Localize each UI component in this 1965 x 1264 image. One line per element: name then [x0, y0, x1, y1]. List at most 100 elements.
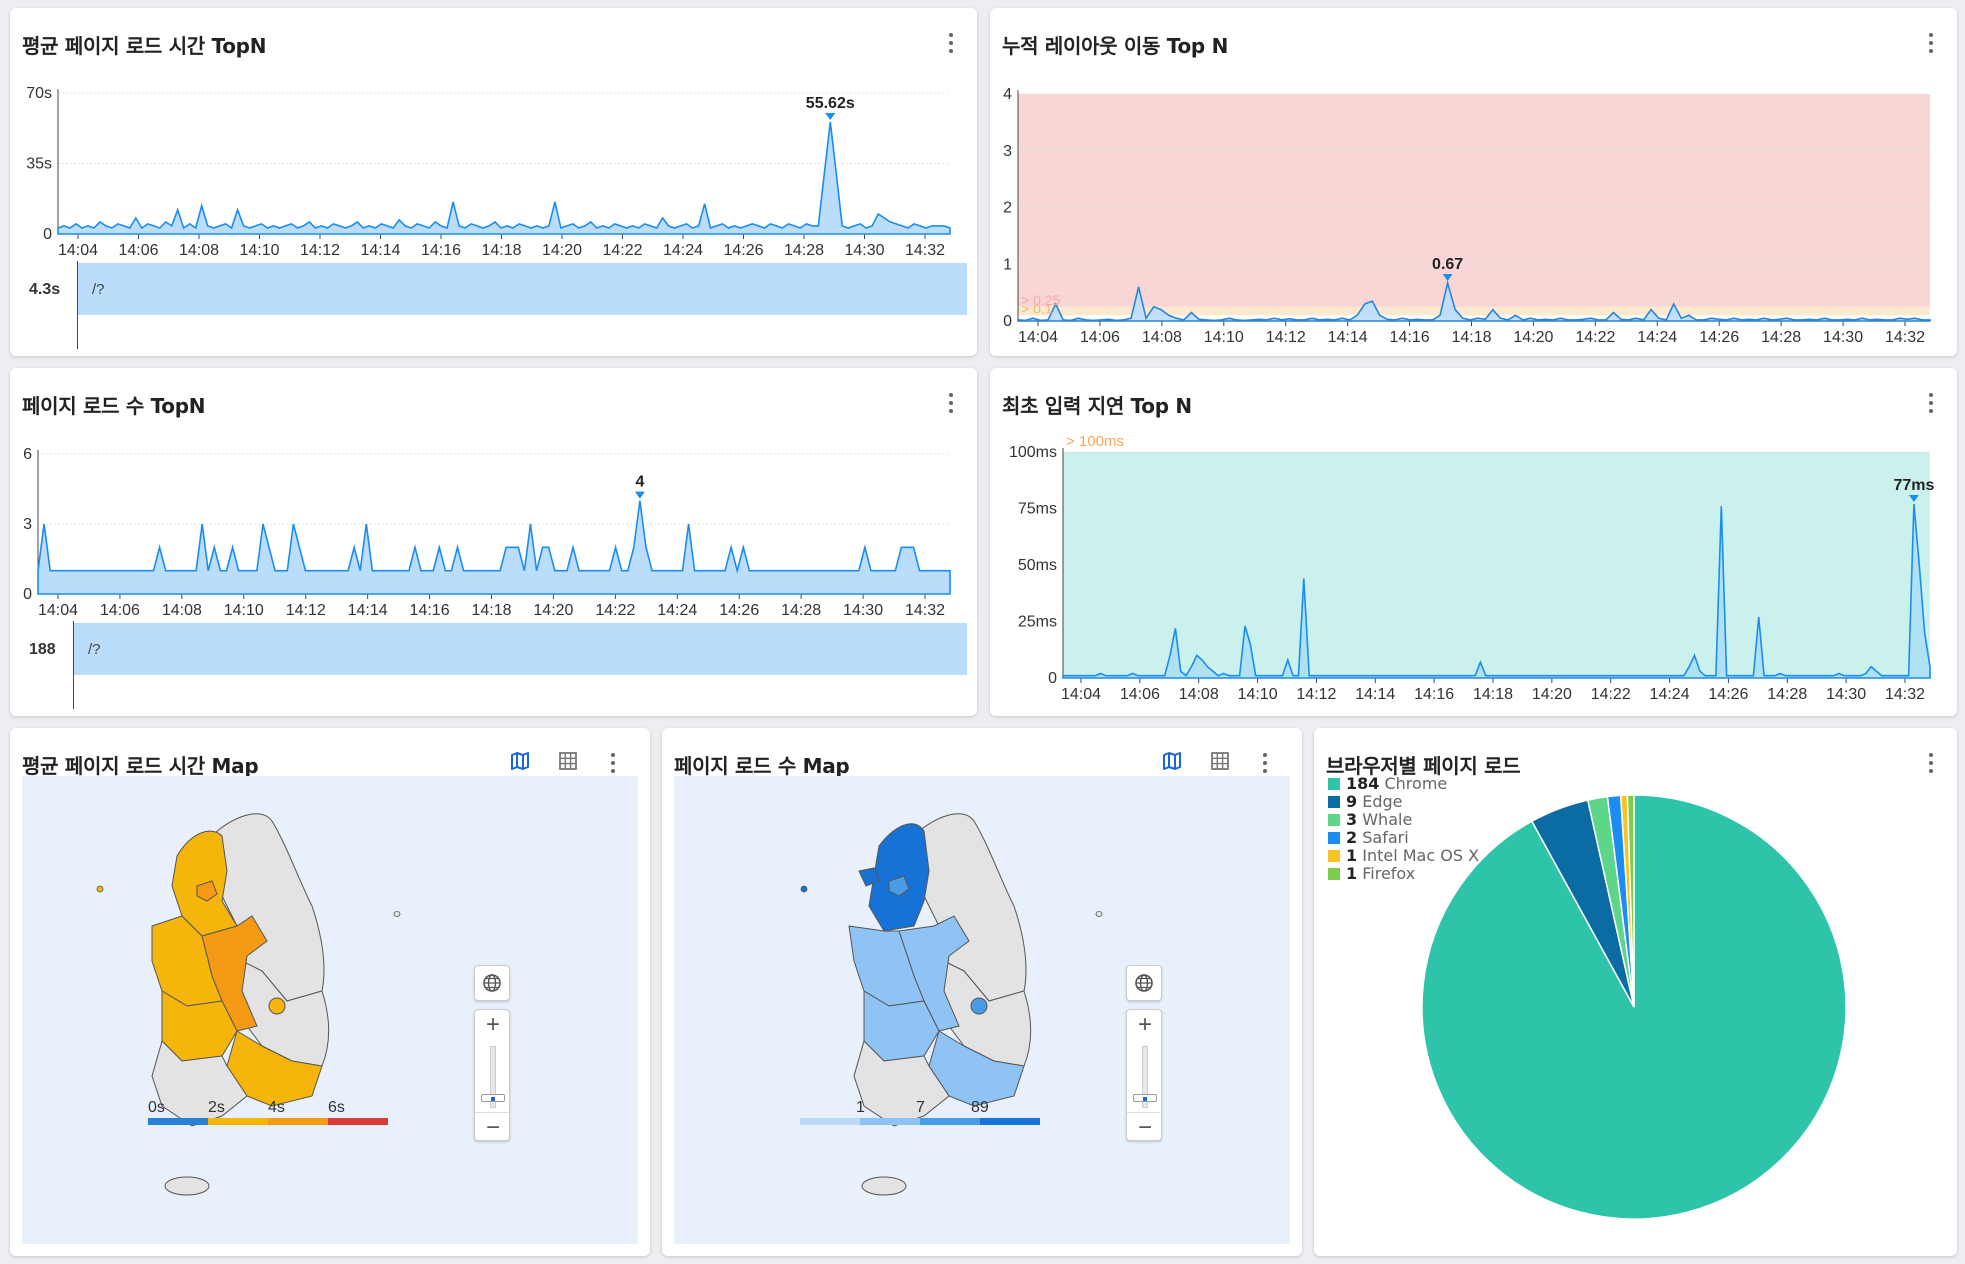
more-vert-icon[interactable]: [1919, 28, 1943, 58]
zoom-in-icon[interactable]: +: [485, 1011, 500, 1038]
x-tick-label: 14:30: [844, 242, 884, 259]
table-icon[interactable]: [1205, 746, 1235, 776]
legend-swatch: [1328, 778, 1340, 790]
globe-icon[interactable]: [1126, 965, 1162, 1001]
x-tick-label: 14:20: [1532, 686, 1572, 703]
legend-name: Safari: [1357, 828, 1409, 847]
x-tick-label: 14:30: [843, 602, 883, 619]
x-tick-label: 14:20: [1513, 329, 1553, 346]
region-islet-west: [96, 885, 104, 893]
more-vert-icon[interactable]: [1919, 748, 1943, 778]
x-tick-label: 14:12: [1296, 686, 1336, 703]
more-vert-icon[interactable]: [601, 748, 625, 778]
y-tick-label: 6: [23, 446, 32, 463]
panel-title: 페이지 로드 수 TopN: [22, 394, 206, 418]
pie-slice-firefox[interactable]: [1626, 794, 1635, 1008]
legend-item[interactable]: 1 Intel Mac OS X: [1328, 846, 1479, 865]
region-seoul: [888, 875, 910, 897]
zoom-out-icon[interactable]: −: [475, 1112, 511, 1142]
panel-layout-shift: 누적 레이아웃 이동 Top N 4 3 2 1 0 14:04 14:06 14:08 14:…: [990, 8, 1957, 356]
zoom-slider-track[interactable]: [490, 1046, 496, 1108]
x-tick-label: 14:22: [595, 602, 635, 619]
x-tick-label: 14:28: [1767, 686, 1807, 703]
y-tick-label: 0: [1048, 670, 1057, 687]
map-canvas[interactable]: + − 0s 2s 4s 6s: [22, 776, 638, 1244]
y-tick-label: 100ms: [1009, 444, 1057, 461]
legend-item[interactable]: 2 Safari: [1328, 828, 1409, 847]
bar-axis: [73, 621, 74, 709]
x-tick-label: 14:26: [723, 242, 763, 259]
legend-item[interactable]: 9 Edge: [1328, 792, 1403, 811]
series-area: [57, 121, 951, 235]
threshold-label-moderate: > 0.1: [1021, 300, 1053, 316]
bar-label: /?: [88, 641, 101, 658]
legend-swatch: [1328, 832, 1340, 844]
threshold-zone-moderate: [1018, 306, 1930, 316]
x-tick-label: 14:32: [905, 242, 945, 259]
map-icon[interactable]: [1157, 746, 1187, 776]
region-daegu: [970, 997, 988, 1015]
legend-name: Intel Mac OS X: [1357, 846, 1480, 865]
legend-count: 1: [1346, 846, 1358, 865]
x-tick-label: 14:24: [657, 602, 697, 619]
legend-tick: 1: [856, 1099, 865, 1116]
legend-item[interactable]: 3 Whale: [1328, 810, 1412, 829]
x-tick-label: 14:30: [1826, 686, 1866, 703]
more-vert-icon[interactable]: [1253, 748, 1277, 778]
x-tick-label: 14:14: [360, 242, 400, 259]
y-tick-label: 3: [23, 516, 32, 533]
x-tick-label: 14:32: [905, 602, 945, 619]
korea-map: [96, 813, 401, 1196]
panel-title: 최초 입력 지연 Top N: [1002, 394, 1192, 418]
panel-title: 누적 레이아웃 이동 Top N: [1002, 34, 1229, 58]
more-vert-icon[interactable]: [939, 28, 963, 58]
table-icon[interactable]: [553, 746, 583, 776]
legend-item[interactable]: 1 Firefox: [1328, 864, 1415, 883]
legend-swatch: [328, 1118, 388, 1125]
zoom-control: + −: [1126, 1009, 1163, 1142]
zoom-in-icon[interactable]: +: [1137, 1011, 1152, 1038]
bar-label: /?: [92, 281, 105, 298]
x-tick-label: 14:28: [781, 602, 821, 619]
x-tick-label: 14:16: [410, 602, 450, 619]
x-tick-label: 14:28: [784, 242, 824, 259]
x-tick-label: 14:26: [1699, 329, 1739, 346]
bar-fill[interactable]: [78, 263, 967, 315]
x-tick-label: 14:28: [1761, 329, 1801, 346]
bar-fill[interactable]: [74, 623, 967, 675]
zoom-out-icon[interactable]: −: [1127, 1112, 1163, 1142]
map-canvas[interactable]: + − 1 7 89: [674, 776, 1290, 1244]
legend-item[interactable]: 184 Chrome: [1328, 774, 1447, 793]
globe-icon[interactable]: [474, 965, 510, 1001]
avg-load-chart: 70s 35s 0 14:04 14:06 14:08 14:10 14:12 14:14 14:…: [26, 85, 951, 259]
x-tick-label: 14:06: [118, 242, 158, 259]
threshold-label: > 100ms: [1066, 433, 1124, 450]
more-vert-icon[interactable]: [1919, 388, 1943, 418]
legend-swatch: [860, 1118, 920, 1125]
input-delay-chart: 100ms 75ms 50ms 25ms 014:04 14:06 14:08 14:10 14…: [1009, 433, 1935, 703]
x-tick-label: 14:22: [1575, 329, 1615, 346]
peak-marker: 0.67: [1432, 256, 1463, 281]
legend-count: 1: [1346, 864, 1358, 883]
x-tick-label: 14:20: [542, 242, 582, 259]
map-icon[interactable]: [505, 746, 535, 776]
x-tick-label: 14:10: [224, 602, 264, 619]
panel-title: 브라우저별 페이지 로드: [1326, 754, 1521, 778]
x-tick-label: 14:16: [1414, 686, 1454, 703]
panel-title: 페이지 로드 수 Map: [674, 754, 850, 778]
x-tick-label: 14:14: [1355, 686, 1395, 703]
x-tick-label: 14:04: [1061, 686, 1101, 703]
browser-pie-chart: [1421, 794, 1847, 1220]
zoom-slider-track[interactable]: [1142, 1046, 1148, 1108]
y-tick-label: 75ms: [1018, 501, 1057, 518]
x-tick-label: 14:26: [719, 602, 759, 619]
korea-map: [800, 813, 1103, 1196]
y-tick-label: 35s: [26, 156, 52, 173]
region-incheon: [858, 867, 880, 887]
region-jeonnam: [151, 1040, 248, 1127]
legend-name: Whale: [1357, 810, 1413, 829]
more-vert-icon[interactable]: [939, 388, 963, 418]
x-tick-label: 14:32: [1885, 329, 1925, 346]
panel-title: 평균 페이지 로드 시간 Map: [22, 754, 259, 778]
peak-label: 4: [635, 474, 644, 491]
